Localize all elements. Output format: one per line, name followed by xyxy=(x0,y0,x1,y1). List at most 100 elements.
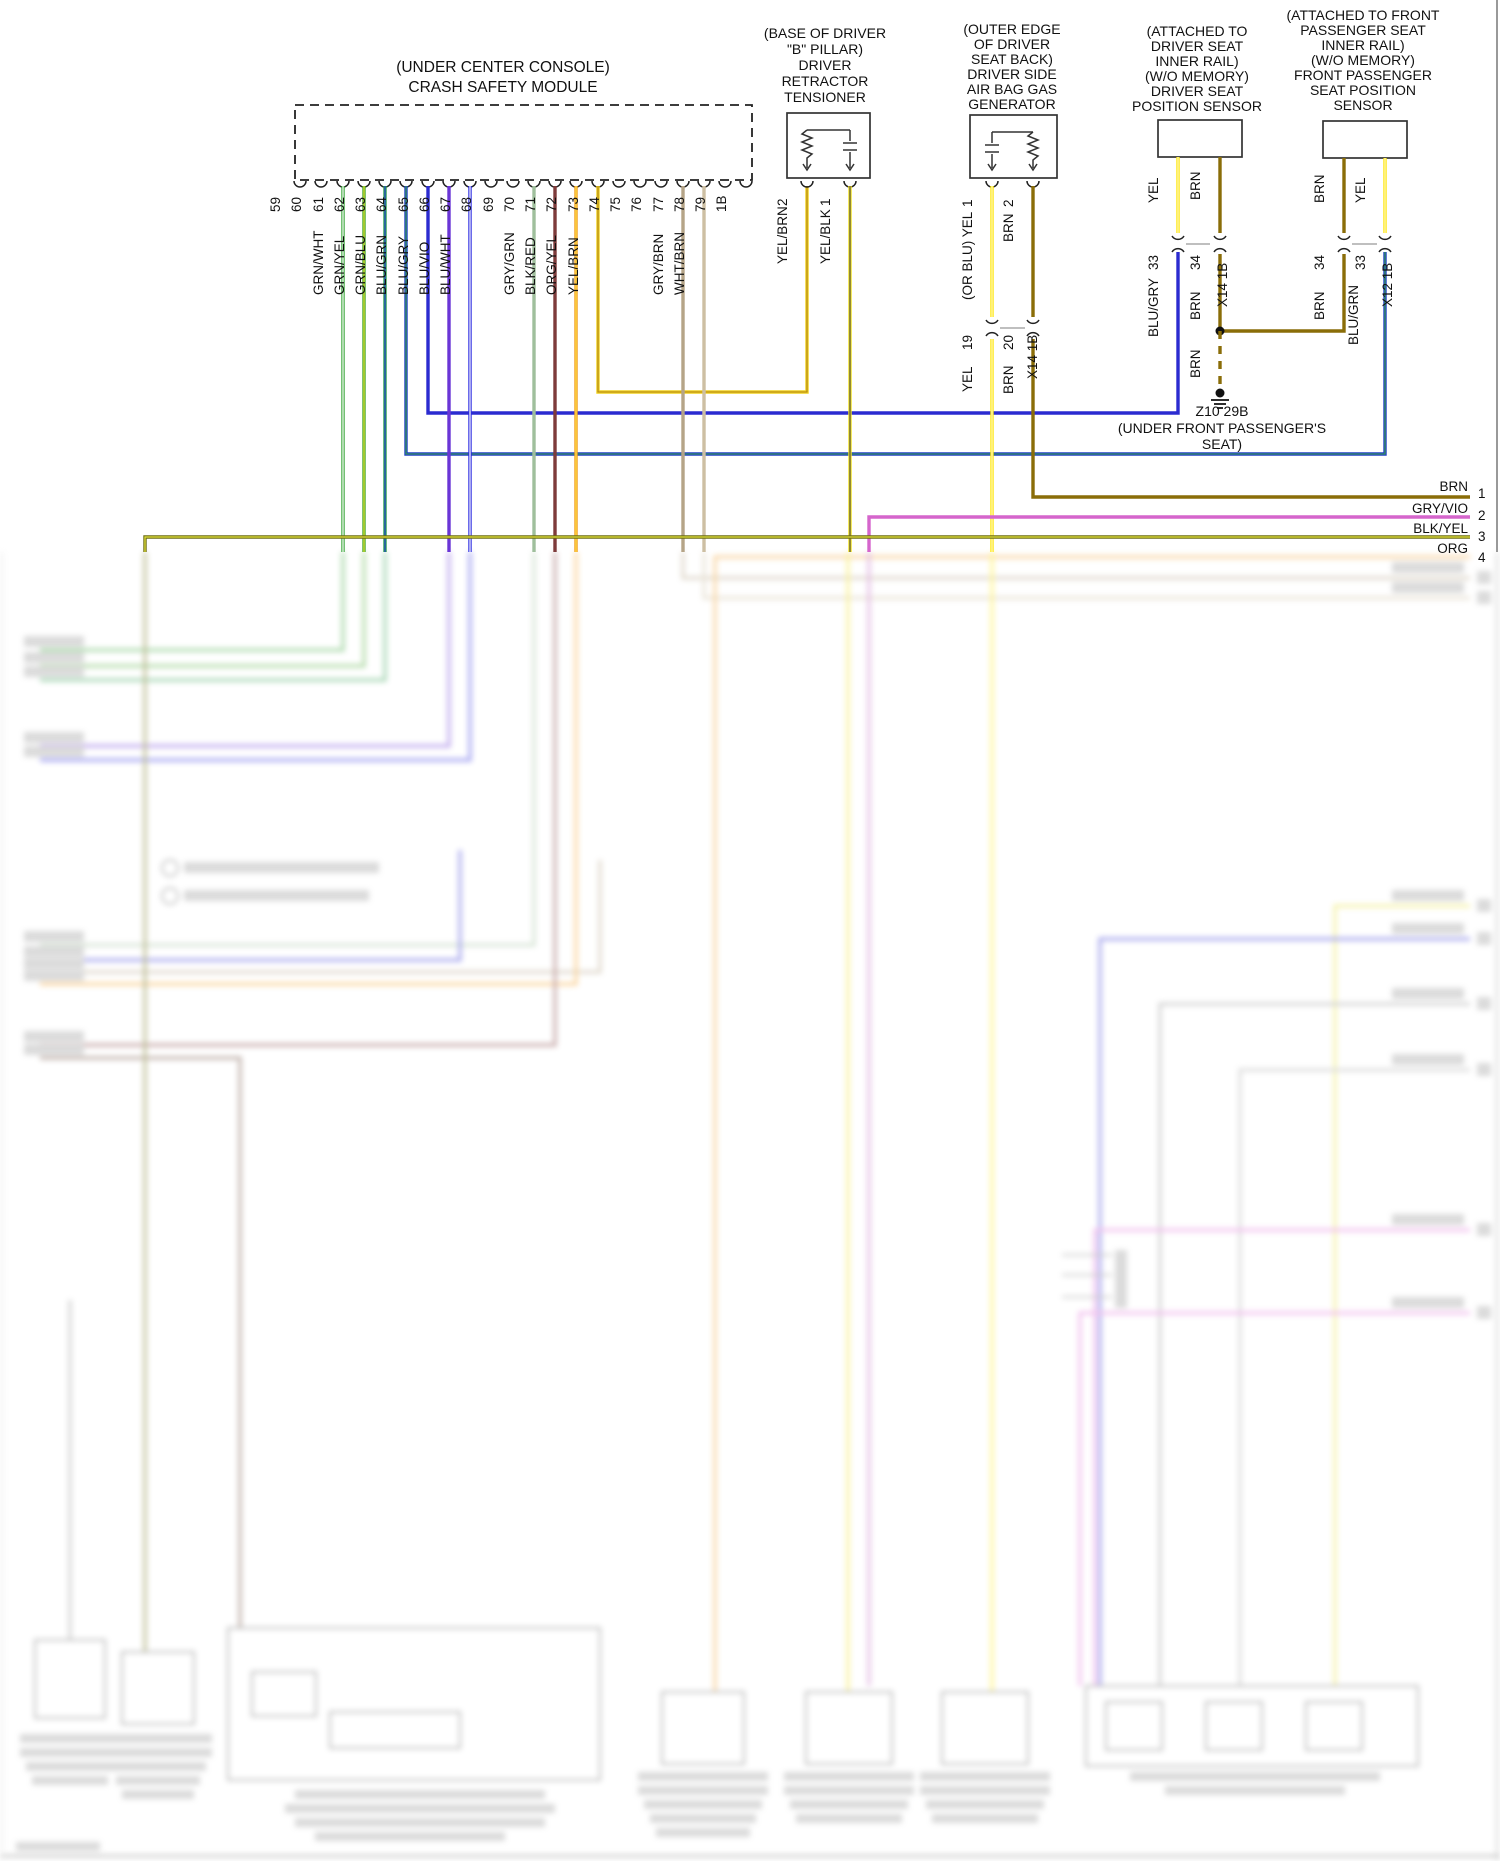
wire-label: GRY/BRN xyxy=(651,233,666,295)
ground-circuit xyxy=(1211,254,1346,409)
driver-sensor-title: (ATTACHED TO xyxy=(1146,23,1248,39)
wire-label: BRN xyxy=(1312,174,1327,203)
arrow-down xyxy=(845,163,855,172)
connector-pin: 34 xyxy=(1188,254,1203,270)
driver-sensor-title: DRIVER SEAT xyxy=(1150,38,1244,54)
wire-label: BLU/WHT xyxy=(438,234,453,295)
generator-title: DRIVER SIDE xyxy=(967,66,1057,82)
generator-wires xyxy=(985,186,1470,552)
right-edge-label: BLK/YEL xyxy=(1413,521,1468,536)
passenger-sensor-title: INNER RAIL) xyxy=(1321,37,1405,53)
connector-pin: 20 xyxy=(1001,334,1016,350)
tensioner-title: (BASE OF DRIVER xyxy=(763,25,887,41)
right-edge-label: ORG xyxy=(1437,541,1468,556)
crash-safety-module-box xyxy=(293,104,753,188)
module-pin: 63 xyxy=(353,196,368,212)
wire-label: ORG/YEL xyxy=(544,234,559,295)
wire-label: BRN xyxy=(1312,291,1327,320)
module-pin: 69 xyxy=(481,196,496,212)
wire-label: GRN/BLU xyxy=(353,234,368,295)
module-pin: 79 xyxy=(693,196,708,212)
wire-label: YEL/BRN xyxy=(566,237,581,295)
driver-sensor-title: DRIVER SEAT xyxy=(1150,83,1244,99)
tensioner-pin: 1 xyxy=(818,198,833,206)
module-pin: 59 xyxy=(268,196,283,212)
module-pin: 68 xyxy=(459,196,474,212)
gas-generator-box xyxy=(969,114,1058,188)
squib-symbol xyxy=(843,130,857,168)
connector-id: X14 1B xyxy=(1215,262,1230,307)
tensioner-box xyxy=(786,112,871,188)
wire-label: BLU/GRN xyxy=(1346,284,1361,345)
passenger-sensor-title: SEAT POSITION xyxy=(1309,82,1417,98)
wire-label: WHT/BRN xyxy=(672,232,687,295)
module-pin: 74 xyxy=(587,196,602,212)
module-wires xyxy=(341,186,1387,552)
module-title-line1: (UNDER CENTER CONSOLE) xyxy=(396,59,610,76)
connector-pin: 34 xyxy=(1312,254,1327,270)
module-pin: 1B xyxy=(714,195,729,212)
driver-sensor-title: INNER RAIL) xyxy=(1155,53,1239,69)
connector-id: X14 1B xyxy=(1025,334,1040,379)
arrow-down xyxy=(1028,163,1038,172)
generator-title: (OUTER EDGE xyxy=(963,21,1061,37)
arrow-down xyxy=(802,163,812,172)
module-pin: 70 xyxy=(502,196,517,212)
connector-pin: 33 xyxy=(1353,254,1368,270)
connector-pin: 33 xyxy=(1146,254,1161,270)
module-pin: 77 xyxy=(651,196,666,212)
wire-label: YEL xyxy=(1353,177,1368,203)
module-pin: 71 xyxy=(523,196,538,212)
squib-symbol xyxy=(985,132,999,168)
wire-label: YEL xyxy=(960,366,975,392)
tensioner-title: TENSIONER xyxy=(784,89,866,105)
resistor-symbol xyxy=(1025,131,1041,168)
module-pin: 60 xyxy=(289,196,304,212)
tensioner-title: "B" PILLAR) xyxy=(786,41,864,57)
module-pin: 61 xyxy=(311,196,326,212)
wire-label: BRN xyxy=(1001,213,1016,242)
driver-sensor-title: (W/O MEMORY) xyxy=(1145,68,1249,84)
generator-title: AIR BAG GAS xyxy=(966,81,1058,97)
wire-label: BRN xyxy=(1188,349,1203,378)
connector-pin: 19 xyxy=(960,334,975,350)
right-edge-lines xyxy=(143,0,1498,552)
module-title-line2: CRASH SAFETY MODULE xyxy=(408,79,598,96)
wire-blu-gry-to-driver-sensor xyxy=(426,186,1180,415)
generator-pin: 1 xyxy=(960,199,975,207)
right-edge-number: 1 xyxy=(1478,486,1486,501)
generator-title: OF DRIVER xyxy=(973,36,1051,52)
wire-label: BLU/GRN xyxy=(374,234,389,295)
right-edge-number: 2 xyxy=(1478,508,1486,523)
module-pin: 72 xyxy=(544,196,559,212)
wire-label: BLK/RED xyxy=(523,237,538,295)
wire-label: YEL/BLK xyxy=(818,209,833,264)
module-pin: 75 xyxy=(608,196,623,212)
connector-id: X12 1B xyxy=(1380,262,1395,307)
ground-dot xyxy=(1215,388,1225,398)
ground-location: SEAT) xyxy=(1201,436,1243,452)
module-pin: 67 xyxy=(438,196,453,212)
module-pin: 78 xyxy=(672,196,687,212)
wire-label: BLU/GRY xyxy=(1146,277,1161,337)
right-edge-number: 4 xyxy=(1478,550,1486,565)
wire-label: BRN xyxy=(1188,291,1203,320)
right-edge-label: BRN xyxy=(1439,479,1468,494)
generator-title: SEAT BACK) xyxy=(971,51,1053,67)
driver-sensor-title: POSITION SENSOR xyxy=(1132,98,1262,114)
right-edge-number: 3 xyxy=(1478,529,1486,544)
passenger-sensor-title: (ATTACHED TO FRONT xyxy=(1286,7,1440,23)
wire-label: GRY/GRN xyxy=(502,232,517,295)
ground-location: (UNDER FRONT PASSENGER'S xyxy=(1117,420,1327,436)
wire-label: BLU/VIO xyxy=(417,241,432,295)
tensioner-title: DRIVER xyxy=(798,57,852,73)
right-edge-label: GRY/VIO xyxy=(1411,501,1468,516)
ground-symbol xyxy=(1211,399,1229,409)
wire-label: GRN/WHT xyxy=(311,230,326,296)
ground-id: Z10 29B xyxy=(1195,403,1249,419)
resistor-symbol xyxy=(799,129,815,168)
arrow-down xyxy=(987,163,997,172)
wire-label: BLU/GRY xyxy=(396,235,411,295)
wire-gry-vio xyxy=(867,515,1470,552)
